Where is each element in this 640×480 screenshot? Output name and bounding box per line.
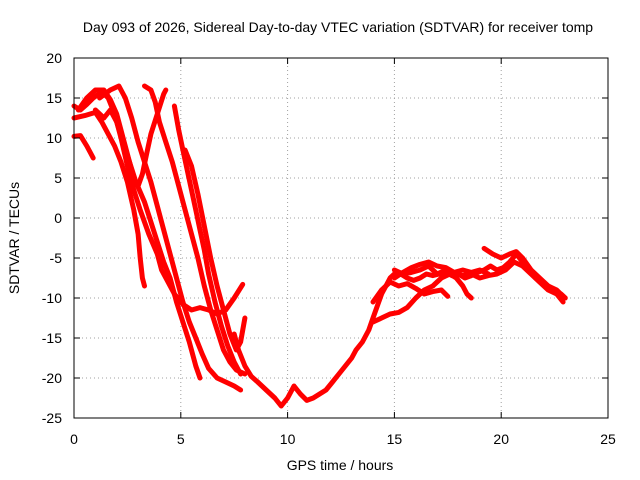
series-track-5 [97,83,244,393]
x-tick-label: 20 [493,431,509,447]
x-tick-label: 0 [70,431,78,447]
series-track-11 [370,279,451,305]
series-track-13 [391,259,566,305]
data-series [71,83,568,409]
y-tick-label: 0 [54,210,62,226]
y-tick-label: -10 [42,290,62,306]
x-tick-label: 10 [280,431,296,447]
axis-ticks [73,57,609,419]
y-tick-label: -15 [42,330,62,346]
series-track-14 [481,245,566,299]
y-tick-label: -25 [42,410,62,426]
x-tick-label: 5 [177,431,185,447]
y-axis-title: SDTVAR / TECUs [6,182,22,294]
y-tick-label: 20 [46,50,62,66]
series-track-12 [370,271,474,325]
y-tick-label: 5 [54,170,62,186]
y-tick-label: -20 [42,370,62,386]
y-tick-label: 10 [46,130,62,146]
y-tick-labels: 20 15 10 5 0 -5 -10 -15 -20 -25 [42,50,62,426]
x-tick-label: 25 [600,431,616,447]
series-track-7 [142,83,248,377]
plot-frame [73,57,609,419]
series-track-1 [71,133,96,161]
y-tick-label: -5 [50,250,63,266]
chart-title: Day 093 of 2026, Sidereal Day-to-day VTE… [83,19,593,35]
x-tick-label: 15 [387,431,403,447]
x-tick-labels: 0 5 10 15 20 25 [70,431,616,447]
series-track-8 [171,103,244,377]
series-track-15 [391,259,491,281]
series-track-4 [75,87,203,381]
series-track-10 [231,251,568,409]
y-tick-label: 15 [46,90,62,106]
x-axis-title: GPS time / hours [287,457,394,473]
